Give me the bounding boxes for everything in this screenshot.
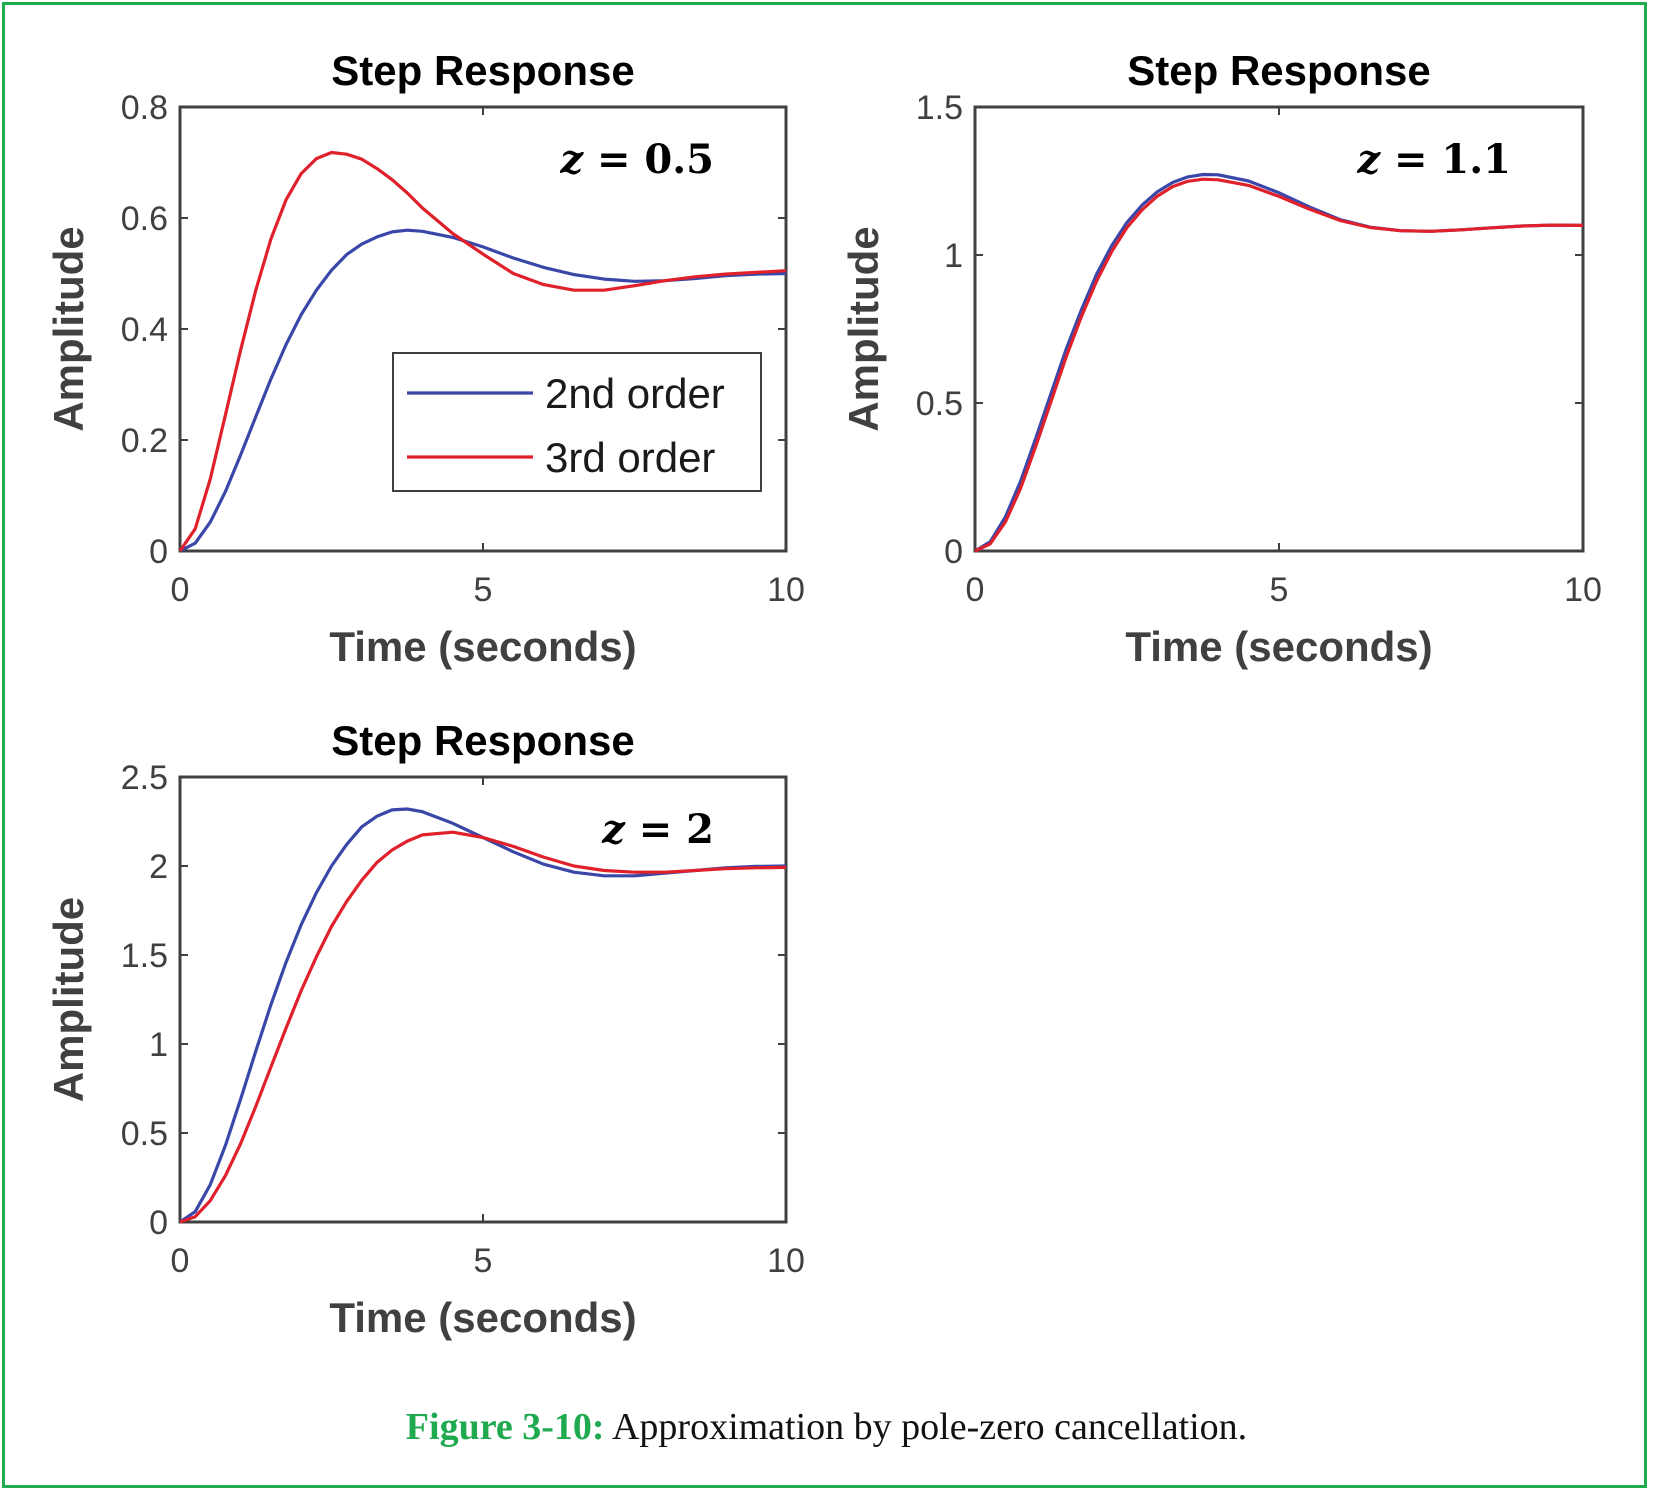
caption-text: Approximation by pole-zero cancellation.: [604, 1406, 1248, 1448]
z-annotation: z = 2: [601, 806, 714, 853]
y-tick-label: 0.5: [121, 1115, 168, 1153]
x-tick-label: 0: [966, 571, 985, 609]
x-axis-label: Time (seconds): [1125, 623, 1432, 670]
chart-title: Step Response: [331, 717, 634, 764]
y-tick-label: 2.5: [121, 759, 168, 797]
z-annotation: z = 0.5: [559, 136, 714, 183]
y-tick-label: 0.5: [916, 385, 963, 423]
y-tick-label: 1.5: [121, 937, 168, 975]
y-tick-label: 1.5: [916, 89, 963, 127]
z-annotation-var: z: [1356, 136, 1381, 183]
chart-2: 0 5 10 0 0.5 1 1.5 Step Response Time (seconds) A…: [840, 47, 1602, 670]
y-axis-label: Amplitude: [45, 897, 92, 1102]
y-tick-label: 0.6: [121, 200, 168, 238]
figure-caption: Figure 3-10: Approximation by pole-zero …: [0, 1405, 1653, 1449]
legend-label: 2nd order: [545, 370, 725, 417]
z-annotation: z = 1.1: [1356, 136, 1511, 183]
x-tick-label: 5: [474, 571, 493, 609]
y-tick-label: 0: [149, 533, 168, 571]
y-tick-label: 1: [149, 1026, 168, 1064]
x-tick-label: 0: [171, 571, 190, 609]
chart-1: 0 5 10 0 0.2 0.4 0.6 0.8 Step Response Time (seco…: [45, 47, 805, 670]
z-annotation-value: 1.1: [1441, 136, 1511, 183]
axes-frame: [178, 775, 788, 1224]
x-tick-label: 5: [474, 1242, 493, 1280]
z-annotation-value: 2: [686, 806, 714, 853]
x-tick-label: 0: [171, 1242, 190, 1280]
x-tick-label: 10: [767, 571, 805, 609]
y-axis-label: Amplitude: [45, 226, 92, 431]
y-axis-label: Amplitude: [840, 226, 887, 431]
z-annotation-var: z: [601, 806, 626, 853]
chart-3: 0 5 10 0 0.5 1 1.5 2 2.5 Step Response Time (secon…: [45, 717, 805, 1341]
x-tick-label: 10: [1564, 571, 1602, 609]
y-tick-label: 0.8: [121, 89, 168, 127]
y-tick-label: 0: [944, 533, 963, 571]
x-tick-label: 5: [1270, 571, 1289, 609]
z-annotation-eq: =: [625, 806, 686, 853]
caption-label: Figure 3-10:: [405, 1406, 605, 1448]
y-tick-label: 0.2: [121, 422, 168, 460]
z-annotation-value: 0.5: [644, 136, 714, 183]
z-annotation-eq: =: [583, 136, 644, 183]
y-tick-label: 0: [149, 1204, 168, 1242]
chart-title: Step Response: [1127, 47, 1430, 94]
x-axis-label: Time (seconds): [329, 1294, 636, 1341]
series-line-3rd-order: [179, 830, 787, 1224]
x-axis-label: Time (seconds): [329, 623, 636, 670]
z-annotation-var: z: [559, 136, 584, 183]
series-line-2nd-order: [179, 807, 787, 1224]
series-line-3rd-order: [178, 150, 787, 552]
x-tick-label: 10: [767, 1242, 805, 1280]
series-line-3rd-order: [974, 177, 1584, 553]
y-tick-label: 0.4: [121, 311, 168, 349]
legend: 2nd order 3rd order: [392, 352, 762, 492]
y-tick-label: 2: [149, 848, 168, 886]
series-line-2nd-order: [179, 228, 787, 553]
y-tick-label: 1: [944, 237, 963, 275]
legend-label: 3rd order: [545, 434, 715, 481]
z-annotation-eq: =: [1380, 136, 1441, 183]
legend-box: [392, 352, 762, 492]
chart-title: Step Response: [331, 47, 634, 94]
